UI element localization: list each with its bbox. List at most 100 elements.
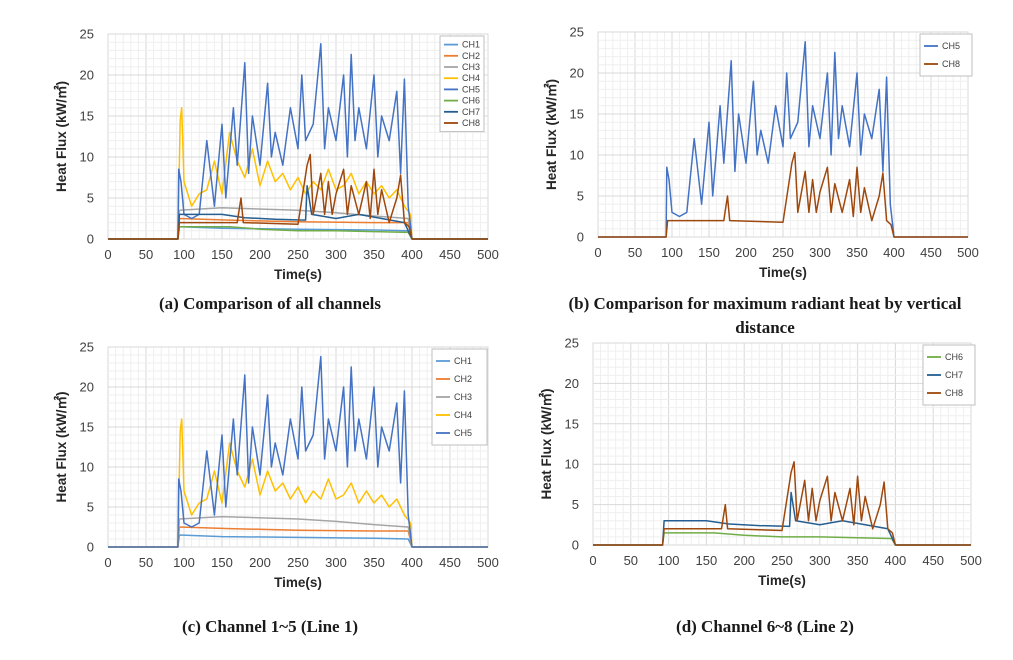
- y-tick-label: 10: [80, 150, 94, 165]
- series-line-ch5: [108, 355, 488, 548]
- x-tick-label: 400: [401, 555, 423, 570]
- y-tick-label: 0: [577, 230, 584, 245]
- legend-label: CH6: [462, 96, 480, 106]
- series-line-ch8: [598, 151, 968, 238]
- y-axis-title: Heat Flux (kW/㎡): [53, 81, 69, 192]
- x-tick-label: 150: [211, 555, 233, 570]
- x-tick-label: 400: [883, 245, 905, 260]
- x-tick-label: 300: [809, 245, 831, 260]
- chart-d: 0 50 100 150 200 250 300 350 400 450 500 0 5 10 15 20 25…: [538, 336, 982, 589]
- legend-label: CH4: [462, 73, 480, 83]
- x-tick-label: 150: [696, 553, 718, 568]
- legend-label: CH5: [454, 428, 472, 438]
- y-tick-label: 10: [570, 148, 584, 163]
- x-tick-label: 200: [735, 245, 757, 260]
- x-tick-label: 500: [477, 555, 499, 570]
- chart-b: 0 50 100 150 200 250 300 350 400 450 500 0 5 10 15 20 25…: [543, 25, 979, 281]
- x-tick-label: 500: [960, 553, 982, 568]
- x-tick-label: 100: [658, 553, 680, 568]
- y-tick-label: 20: [565, 376, 579, 391]
- y-tick-label: 20: [80, 380, 94, 395]
- series-line-ch8: [108, 153, 488, 240]
- x-tick-label: 500: [957, 245, 979, 260]
- y-axis-title: Heat Flux (kW/㎡): [538, 388, 554, 499]
- series-line-ch5: [598, 41, 968, 238]
- y-tick-label: 5: [572, 497, 579, 512]
- x-tick-label: 100: [173, 247, 195, 262]
- x-tick-label: 400: [885, 553, 907, 568]
- legend-label: CH7: [462, 107, 480, 117]
- x-tick-label: 150: [698, 245, 720, 260]
- legend-label: CH3: [454, 392, 472, 402]
- y-tick-label: 25: [565, 336, 579, 351]
- x-tick-label: 200: [249, 247, 271, 262]
- y-axis-title: Heat Flux (kW/㎡): [53, 391, 69, 502]
- x-tick-label: 450: [439, 555, 461, 570]
- chart-c: 0 50 100 150 200 250 300 350 400 450 500 0 5 10 15 20 25…: [53, 340, 499, 591]
- legend-label: CH8: [942, 59, 960, 69]
- x-tick-label: 50: [624, 553, 638, 568]
- y-tick-label: 5: [87, 500, 94, 515]
- x-tick-label: 250: [287, 555, 309, 570]
- y-tick-label: 15: [570, 107, 584, 122]
- legend-label: CH5: [942, 41, 960, 51]
- x-axis-title: Time(s): [274, 267, 322, 282]
- y-tick-label: 15: [80, 109, 94, 124]
- x-tick-label: 150: [211, 247, 233, 262]
- x-tick-label: 250: [772, 245, 794, 260]
- x-tick-label: 200: [249, 555, 271, 570]
- legend-box: [919, 33, 973, 77]
- series-line-ch4: [108, 107, 488, 240]
- legend-label: CH8: [945, 388, 963, 398]
- legend-label: CH3: [462, 62, 480, 72]
- x-tick-label: 350: [363, 555, 385, 570]
- caption-a: (a) Comparison of all channels: [159, 294, 381, 313]
- x-tick-label: 50: [628, 245, 642, 260]
- y-tick-label: 25: [80, 340, 94, 355]
- y-tick-label: 25: [80, 27, 94, 42]
- x-tick-label: 0: [589, 553, 596, 568]
- x-tick-label: 400: [401, 247, 423, 262]
- y-tick-label: 5: [87, 191, 94, 206]
- x-tick-label: 300: [809, 553, 831, 568]
- x-tick-label: 250: [287, 247, 309, 262]
- x-axis-title: Time(s): [758, 573, 806, 588]
- x-tick-label: 50: [139, 247, 153, 262]
- y-tick-label: 20: [80, 68, 94, 83]
- x-tick-label: 450: [920, 245, 942, 260]
- y-tick-label: 25: [570, 25, 584, 40]
- y-tick-label: 10: [80, 460, 94, 475]
- legend-box: [439, 35, 485, 133]
- y-tick-label: 10: [565, 457, 579, 472]
- chart-a: 0 50 100 150 200 250 300 350 400 450 500 0 5 10 15 20 25…: [53, 27, 499, 283]
- caption-d: (d) Channel 6~8 (Line 2): [676, 617, 854, 636]
- x-tick-label: 100: [173, 555, 195, 570]
- y-tick-label: 0: [572, 538, 579, 553]
- x-tick-label: 350: [363, 247, 385, 262]
- y-tick-label: 15: [565, 416, 579, 431]
- caption-b: (b) Comparison for maximum radiant heat …: [568, 294, 962, 337]
- legend-label: CH4: [454, 410, 472, 420]
- x-axis-title: Time(s): [759, 265, 807, 280]
- caption-c: (c) Channel 1~5 (Line 1): [181, 617, 358, 636]
- y-axis-title: Heat Flux (kW/㎡): [543, 79, 559, 190]
- legend-label: CH8: [462, 118, 480, 128]
- legend-label: CH2: [462, 51, 480, 61]
- x-tick-label: 300: [325, 247, 347, 262]
- y-tick-label: 20: [570, 66, 584, 81]
- legend-label: CH5: [462, 84, 480, 94]
- legend-label: CH1: [462, 40, 480, 50]
- series-line-ch7: [108, 184, 488, 240]
- y-tick-label: 5: [577, 189, 584, 204]
- x-tick-label: 350: [847, 553, 869, 568]
- series-line-ch7: [593, 491, 971, 546]
- legend-label: CH1: [454, 356, 472, 366]
- legend-label: CH7: [945, 370, 963, 380]
- y-tick-label: 0: [87, 232, 94, 247]
- legend-label: CH6: [945, 352, 963, 362]
- x-tick-label: 0: [594, 245, 601, 260]
- x-tick-label: 50: [139, 555, 153, 570]
- x-tick-label: 250: [771, 553, 793, 568]
- x-tick-label: 450: [922, 553, 944, 568]
- legend-label: CH2: [454, 374, 472, 384]
